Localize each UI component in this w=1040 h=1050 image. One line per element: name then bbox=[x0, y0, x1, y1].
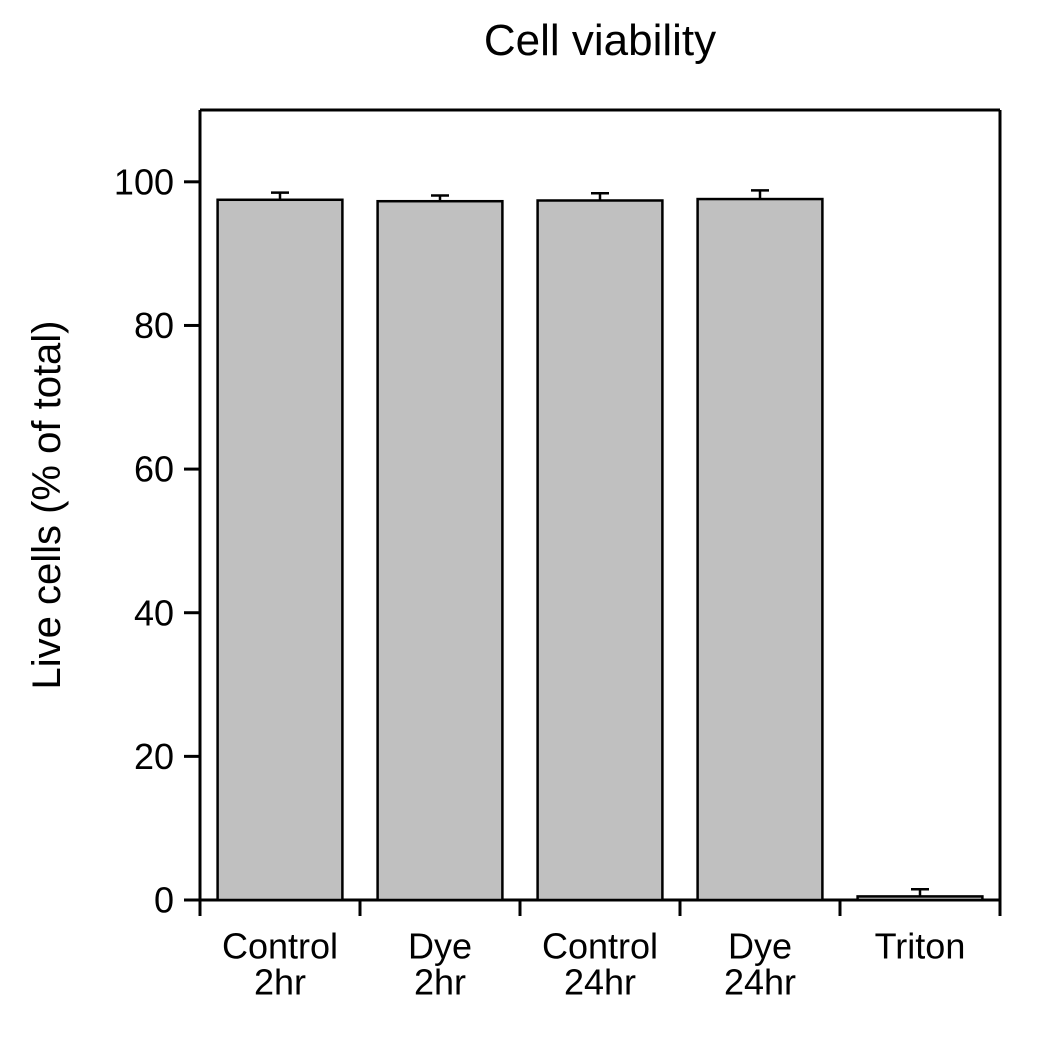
y-axis-label: Live cells (% of total) bbox=[25, 320, 69, 689]
y-tick-label: 40 bbox=[134, 592, 174, 633]
x-tick-label: 24hr bbox=[564, 961, 636, 1002]
y-tick-label: 100 bbox=[114, 161, 174, 202]
x-tick-label: Control bbox=[222, 925, 338, 966]
bar bbox=[858, 896, 983, 900]
chart-container: Cell viability 0 20 40 60 80 100 Live cells (% … bbox=[0, 0, 1040, 1050]
bar bbox=[698, 199, 823, 900]
x-tick-label: 24hr bbox=[724, 961, 796, 1002]
x-tick-label: Dye bbox=[408, 925, 472, 966]
y-tick-label: 60 bbox=[134, 449, 174, 490]
y-tick-label: 0 bbox=[154, 880, 174, 921]
x-tick-label: Control bbox=[542, 925, 658, 966]
x-tick-label: Dye bbox=[728, 925, 792, 966]
x-tick-label: 2hr bbox=[414, 961, 466, 1002]
bar bbox=[218, 200, 343, 900]
bar-chart: Cell viability 0 20 40 60 80 100 Live cells (% … bbox=[0, 0, 1040, 1050]
bar bbox=[538, 200, 663, 900]
y-tick-label: 20 bbox=[134, 736, 174, 777]
y-tick-label: 80 bbox=[134, 305, 174, 346]
chart-title: Cell viability bbox=[484, 16, 716, 65]
bar bbox=[378, 201, 503, 900]
x-tick-label: Triton bbox=[875, 925, 966, 966]
x-tick-label: 2hr bbox=[254, 961, 306, 1002]
